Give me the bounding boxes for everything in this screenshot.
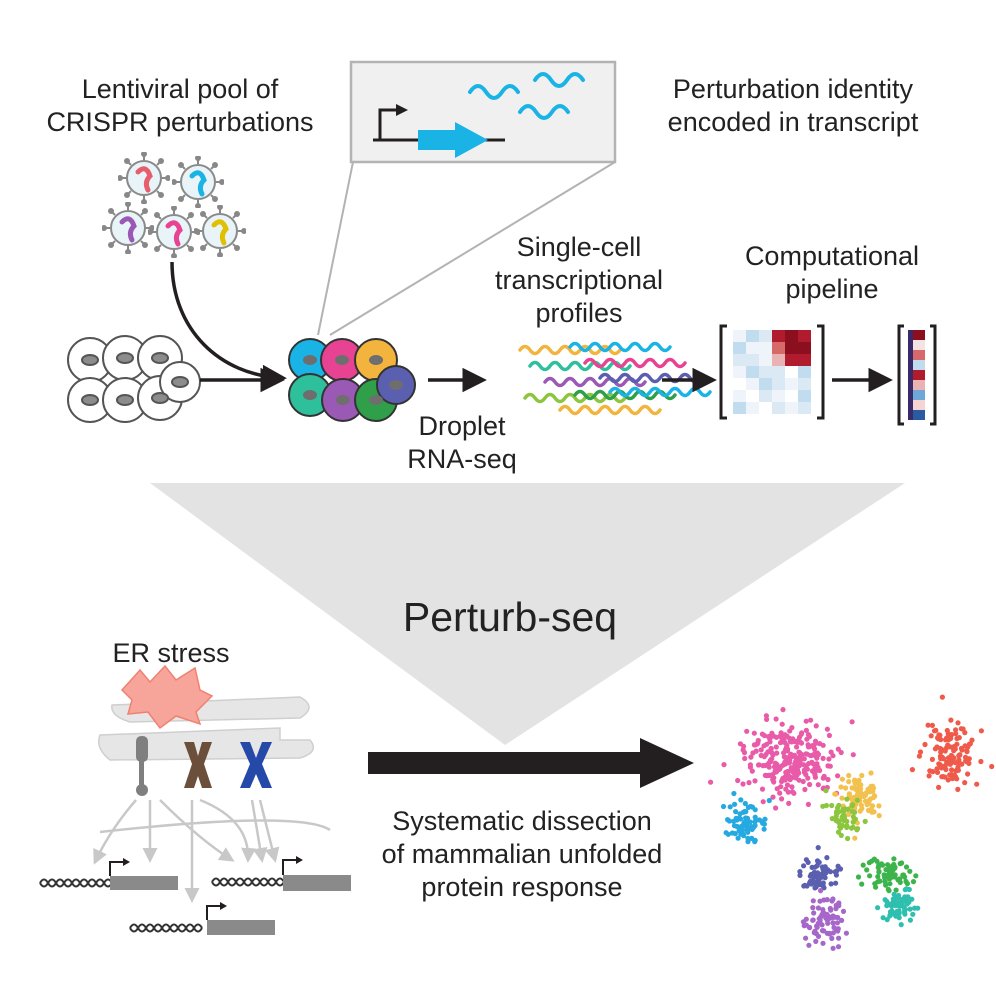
gene-blocks <box>109 856 351 935</box>
label-er-stress: ER stress <box>112 638 230 668</box>
transduction-arrow <box>170 261 287 390</box>
tsne-cluster-plot <box>708 694 995 951</box>
label-droplet-rnaseq: Droplet RNA-seq <box>407 411 517 474</box>
label-computational-pipeline: Computational pipeline <box>744 241 920 304</box>
transcript-inset <box>317 60 617 336</box>
cell-cluster-colored <box>288 338 416 422</box>
promoter-arrow-icon <box>373 104 505 158</box>
signaling-arrows <box>93 798 331 903</box>
heatmap-matrix-icon <box>719 324 825 420</box>
label-systematic-dissection: Systematic dissection of mammalian unfold… <box>381 806 663 902</box>
label-perturbation-identity: Perturbation identity encoded in transcri… <box>667 74 919 137</box>
transcript-profiles <box>518 341 712 416</box>
label-lentiviral-pool: Lentiviral pool of CRISPR perturbations <box>46 74 314 137</box>
funnel-background <box>150 483 905 745</box>
receptor-icon <box>136 736 272 796</box>
er-stress-burst <box>120 664 214 730</box>
label-single-cell-profiles: Single-cell transcriptional profiles <box>494 232 664 328</box>
big-arrow <box>368 738 694 788</box>
dna-helix-icon <box>39 877 285 933</box>
heatmap-vector-icon <box>897 324 937 426</box>
lentiviral-pool <box>102 152 246 258</box>
transcript-wave-icon <box>468 72 585 120</box>
title-perturb-seq: Perturb-seq <box>402 594 618 640</box>
cell-cluster-gray <box>67 335 201 423</box>
